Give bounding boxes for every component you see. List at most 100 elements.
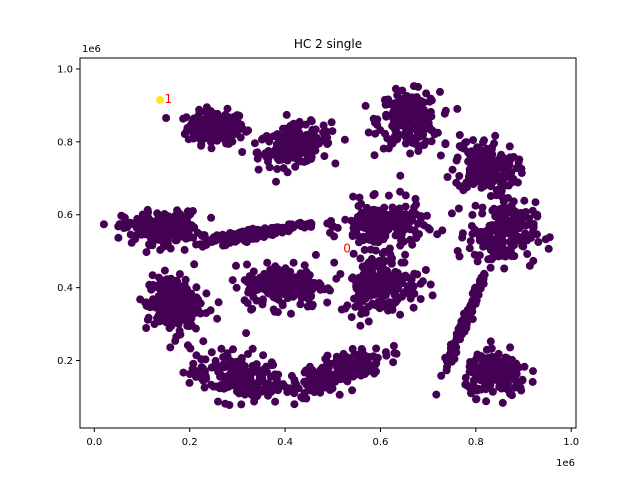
scatter-point-cluster-0	[341, 304, 350, 313]
scatter-point-cluster-0	[480, 229, 488, 238]
scatter-point-cluster-0	[416, 295, 425, 303]
scatter-point-cluster-0	[512, 369, 521, 378]
scatter-point-cluster-0	[327, 221, 336, 230]
scatter-point-cluster-0	[199, 337, 208, 346]
plot-frame	[79, 57, 577, 429]
scatter-point-cluster-0	[248, 304, 257, 313]
scatter-point-cluster-0	[327, 118, 336, 127]
scatter-point-cluster-0	[145, 240, 153, 249]
scatter-point-cluster-0	[165, 298, 174, 307]
scatter-point-cluster-0	[425, 97, 434, 106]
scatter-point-cluster-0	[380, 203, 389, 212]
scatter-point-cluster-0	[391, 84, 400, 93]
scatter-point-cluster-0	[360, 245, 369, 254]
scatter-point-cluster-0	[201, 355, 210, 364]
scatter-point-cluster-0	[290, 277, 299, 286]
scatter-point-cluster-0	[335, 390, 344, 399]
x-tick-label: 0.2	[182, 437, 198, 448]
scatter-point-cluster-0	[427, 126, 436, 135]
scatter-point-cluster-0	[447, 209, 456, 218]
scatter-point-cluster-0	[369, 300, 378, 309]
scatter-point-cluster-0	[482, 397, 491, 406]
scatter-point-cluster-0	[266, 383, 275, 392]
scatter-point-cluster-0	[354, 202, 363, 210]
scatter-point-cluster-0	[480, 136, 488, 145]
scatter-point-cluster-0	[114, 233, 123, 242]
scatter-point-cluster-0	[438, 226, 447, 235]
scatter-point-cluster-0	[445, 351, 454, 360]
scatter-point-cluster-0	[176, 210, 185, 219]
scatter-point-cluster-0	[488, 387, 497, 396]
scatter-point-cluster-0	[455, 131, 464, 139]
scatter-point-cluster-0	[265, 270, 274, 279]
scatter-point-cluster-0	[465, 244, 474, 253]
scatter-point-cluster-0	[353, 213, 362, 221]
scatter-point-cluster-0	[251, 228, 260, 237]
scatter-point-cluster-0	[283, 388, 292, 397]
scatter-point-cluster-0	[529, 367, 537, 376]
scatter-point-cluster-0	[336, 362, 345, 371]
scatter-point-cluster-0	[300, 261, 309, 270]
scatter-point-cluster-0	[492, 374, 501, 383]
scatter-point-cluster-0	[272, 177, 280, 186]
scatter-point-cluster-0	[487, 344, 496, 353]
scatter-point-cluster-0	[284, 283, 293, 292]
scatter-point-cluster-0	[348, 273, 357, 282]
scatter-point-cluster-0	[488, 150, 497, 159]
scatter-point-cluster-0	[282, 153, 291, 162]
scatter-point-cluster-0	[237, 400, 246, 409]
scatter-point-cluster-0	[541, 235, 550, 244]
scatter-point-cluster-0	[146, 303, 154, 312]
scatter-point-cluster-0	[253, 364, 262, 373]
scatter-point-cluster-0	[499, 197, 508, 206]
scatter-point-cluster-0	[544, 244, 553, 253]
scatter-point-cluster-0	[324, 284, 332, 293]
scatter-point-cluster-0	[476, 168, 485, 177]
scatter-point-cluster-0	[508, 178, 517, 187]
scatter-point-cluster-0	[406, 215, 415, 224]
scatter-point-cluster-0	[221, 399, 230, 408]
scatter-point-cluster-0	[268, 150, 277, 159]
scatter-point-cluster-0	[279, 380, 288, 389]
x-tick-label: 0.8	[468, 437, 484, 448]
scatter-point-cluster-0	[323, 298, 332, 307]
scatter-point-cluster-0	[171, 306, 180, 315]
scatter-point-cluster-0	[406, 294, 415, 303]
scatter-point-cluster-0	[478, 203, 487, 212]
scatter-point-cluster-0	[207, 238, 216, 246]
scatter-point-cluster-0	[281, 124, 290, 133]
scatter-point-cluster-0	[416, 214, 425, 223]
scatter-point-cluster-0	[359, 297, 368, 305]
scatter-point-cluster-0	[99, 220, 108, 229]
scatter-point-cluster-0	[479, 235, 488, 244]
scatter-point-cluster-0	[497, 150, 506, 159]
scatter-point-cluster-0	[364, 128, 373, 137]
scatter-point-cluster-0	[310, 279, 319, 287]
chart-title: HC 2 single	[294, 37, 362, 51]
scatter-point-cluster-0	[366, 277, 375, 286]
scatter-point-cluster-0	[413, 270, 422, 279]
scatter-point-cluster-0	[301, 120, 310, 129]
y-tick-label: 0.2	[57, 356, 73, 367]
x-tick-label: 1.0	[563, 437, 579, 448]
scatter-point-cluster-0	[169, 288, 178, 297]
scatter-point-cluster-0	[362, 261, 371, 270]
scatter-point-cluster-0	[236, 133, 245, 142]
scatter-point-cluster-0	[391, 290, 400, 299]
scatter-point-cluster-0	[426, 280, 435, 289]
scatter-point-cluster-0	[462, 138, 471, 147]
scatter-point-cluster-0	[341, 215, 350, 224]
annotation-label: 0	[343, 242, 351, 256]
scatter-point-cluster-0	[477, 385, 486, 394]
scatter-point-cluster-0	[328, 371, 337, 380]
scatter-point-cluster-0	[468, 159, 477, 168]
scatter-point-cluster-0	[357, 371, 365, 380]
scatter-point-cluster-0	[357, 236, 366, 244]
scatter-point-cluster-0	[228, 276, 237, 285]
scatter-point-cluster-0	[387, 139, 396, 148]
scatter-point-cluster-0	[399, 222, 408, 230]
scatter-point-cluster-0	[358, 223, 367, 232]
scatter-point-cluster-0	[476, 157, 485, 166]
scatter-point-cluster-0	[186, 210, 195, 219]
y-tick-label: 0.4	[57, 283, 73, 294]
